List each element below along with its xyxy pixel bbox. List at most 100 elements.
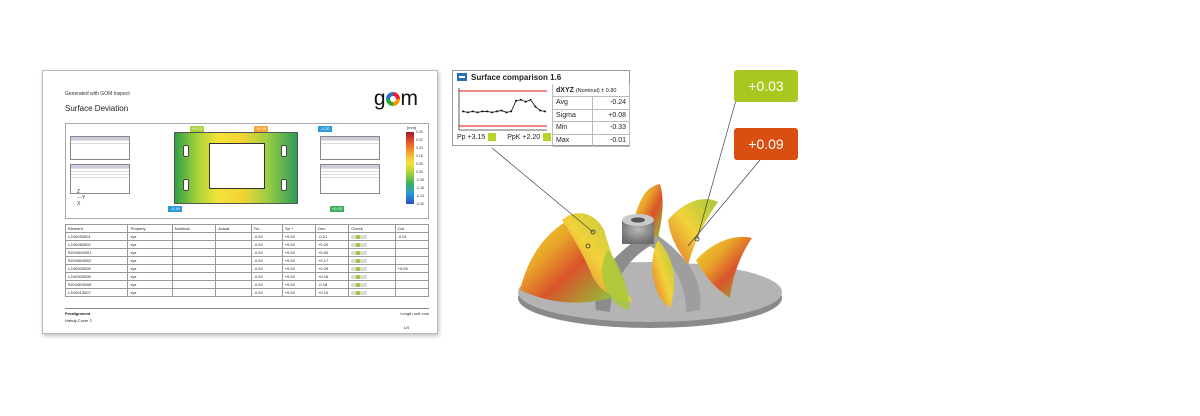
deviation-table-body: L2X0053001 xyz -0.20 +0.20 -0.21 -0.01 L2X0063… [64,232,430,297]
surface-comparison-panel: Surface comparison 1.6 dXYZ (Nominal) ± … [452,70,630,147]
stat-row-max: Max -0.01 [551,133,630,147]
cell-nominal [171,248,217,257]
cell-out: +0.09 [394,264,430,273]
figure-callout-3: -0.20 [318,126,332,132]
color-bar-label: -0.08 [416,178,424,182]
figure-callout-1: +0.12 [190,126,204,132]
cell-out [394,256,430,265]
cell-check [348,264,396,273]
stat-label: Min [551,121,594,135]
trend-point [510,110,513,113]
trend-chart [458,88,547,131]
cell-actual [215,280,252,289]
cell-actual [215,272,252,281]
table-column-header: Element [64,224,129,233]
measurement-table-right-bottom [320,164,380,194]
panel-title-bar: Surface comparison 1.6 [453,71,629,83]
cell-deviation: +0.20 [315,240,350,249]
table-column-header: Check [348,224,396,233]
report-title: Surface Deviation [65,104,129,113]
capability-indices: Pp +3.15 PpK +2.20 [457,133,552,141]
check-gauge [351,266,368,271]
color-bar-unit: [mm] [407,125,416,130]
check-gauge [351,242,368,247]
cell-tol-plus: +0.20 [281,264,317,273]
impeller-3d-model [518,184,782,328]
cell-tol-plus: +0.20 [281,280,317,289]
measure-point-3 [585,243,591,249]
dxyz-label: dXYZ [556,86,574,94]
color-bar-legend: 0.40 0.32 0.24 0.16 0.08 0.00 -0.08 -0.16 -0.24 -… [406,130,424,206]
deviation-table: Element Property Nominal Actual Tol - Tol + De… [64,224,430,297]
cell-element: R2X0053001 [64,248,129,257]
statistics-header: dXYZ (Nominal) ± 0.80 [552,84,630,97]
trend-point [462,110,464,113]
cell-element: L2X0303006 [64,272,129,281]
cell-tol-plus: +0.20 [281,272,317,281]
axis-x-label: X [77,201,81,207]
cell-element: L2X0063002 [64,240,129,249]
color-bar-label: 0.00 [416,170,423,174]
table-row: R2X0053001 xyz -0.20 +0.20 +0.00 [64,248,430,257]
impeller-bore [631,217,645,223]
cell-actual [215,288,252,297]
axis-indicator: Z —Y X [77,189,86,207]
cell-out [394,248,430,257]
stat-value: -0.01 [592,133,630,147]
table-column-header: Tol - [250,224,283,233]
cell-tol-minus: -0.20 [250,232,283,241]
table-column-header: Nominal [171,224,217,233]
table-row: L2X0063002 xyz -0.20 +0.20 +0.20 [64,240,430,249]
cell-element: R2X0063002 [64,256,129,265]
cover-name: Handy Cover 2 [65,318,92,323]
part-slot [183,179,189,191]
cell-property: xyz [127,264,173,273]
cell-out [394,240,430,249]
table-column-header: Out [394,224,430,233]
stat-label: Max [551,133,594,147]
color-bar-label: 0.08 [416,162,423,166]
cell-property: xyz [127,232,173,241]
cell-tol-minus: -0.20 [250,272,283,281]
deviation-figure: +0.12 +0.29 -0.20 -0.18 +0.00 [mm] 0.40 0… [65,123,429,219]
check-gauge [351,274,368,279]
cell-element: L2X0003005 [64,264,129,273]
deviation-table-header: Element Property Nominal Actual Tol - Tol + De… [64,224,430,233]
cell-property: xyz [127,248,173,257]
table-row: R2X0303006 xyz -0.20 +0.20 -0.18 [64,280,430,289]
inspection-report-page: Generated with GOM Inspect Surface Devia… [42,70,438,334]
cell-check [348,280,396,289]
figure-callout-2: +0.29 [254,126,268,132]
cell-check [348,248,396,257]
table-row: L3X0013007 xyz -0.20 +0.20 +0.10 [64,288,430,297]
check-gauge [351,234,368,239]
part-window [209,143,265,189]
cell-nominal [171,288,217,297]
cell-property: xyz [127,288,173,297]
stat-value: -0.24 [592,96,630,110]
impeller-blade [652,240,675,308]
measurement-table-right-top [320,136,380,160]
impeller-blade [696,236,752,298]
cell-property: xyz [127,280,173,289]
figure-callout-5: +0.00 [330,206,344,212]
deviation-callout-1: +0.03 [734,70,798,102]
cell-check [348,272,396,281]
report-footer: Prealignment Length unit: mm [65,308,429,316]
cell-tol-minus: -0.20 [250,280,283,289]
cell-nominal [171,232,217,241]
trend-point [539,109,542,112]
table-row: R2X0063002 xyz -0.20 +0.20 +0.17 [64,256,430,265]
stat-label: Sigma [551,108,594,122]
trend-point [481,110,484,113]
cell-actual [215,248,252,257]
impeller-blade [601,250,630,310]
cell-actual [215,232,252,241]
color-bar-label: 0.24 [416,146,423,150]
trend-point [495,110,498,113]
trend-points [462,98,546,114]
measurement-table-left-bottom [70,164,130,194]
cell-actual [215,264,252,273]
cell-nominal [171,280,217,289]
